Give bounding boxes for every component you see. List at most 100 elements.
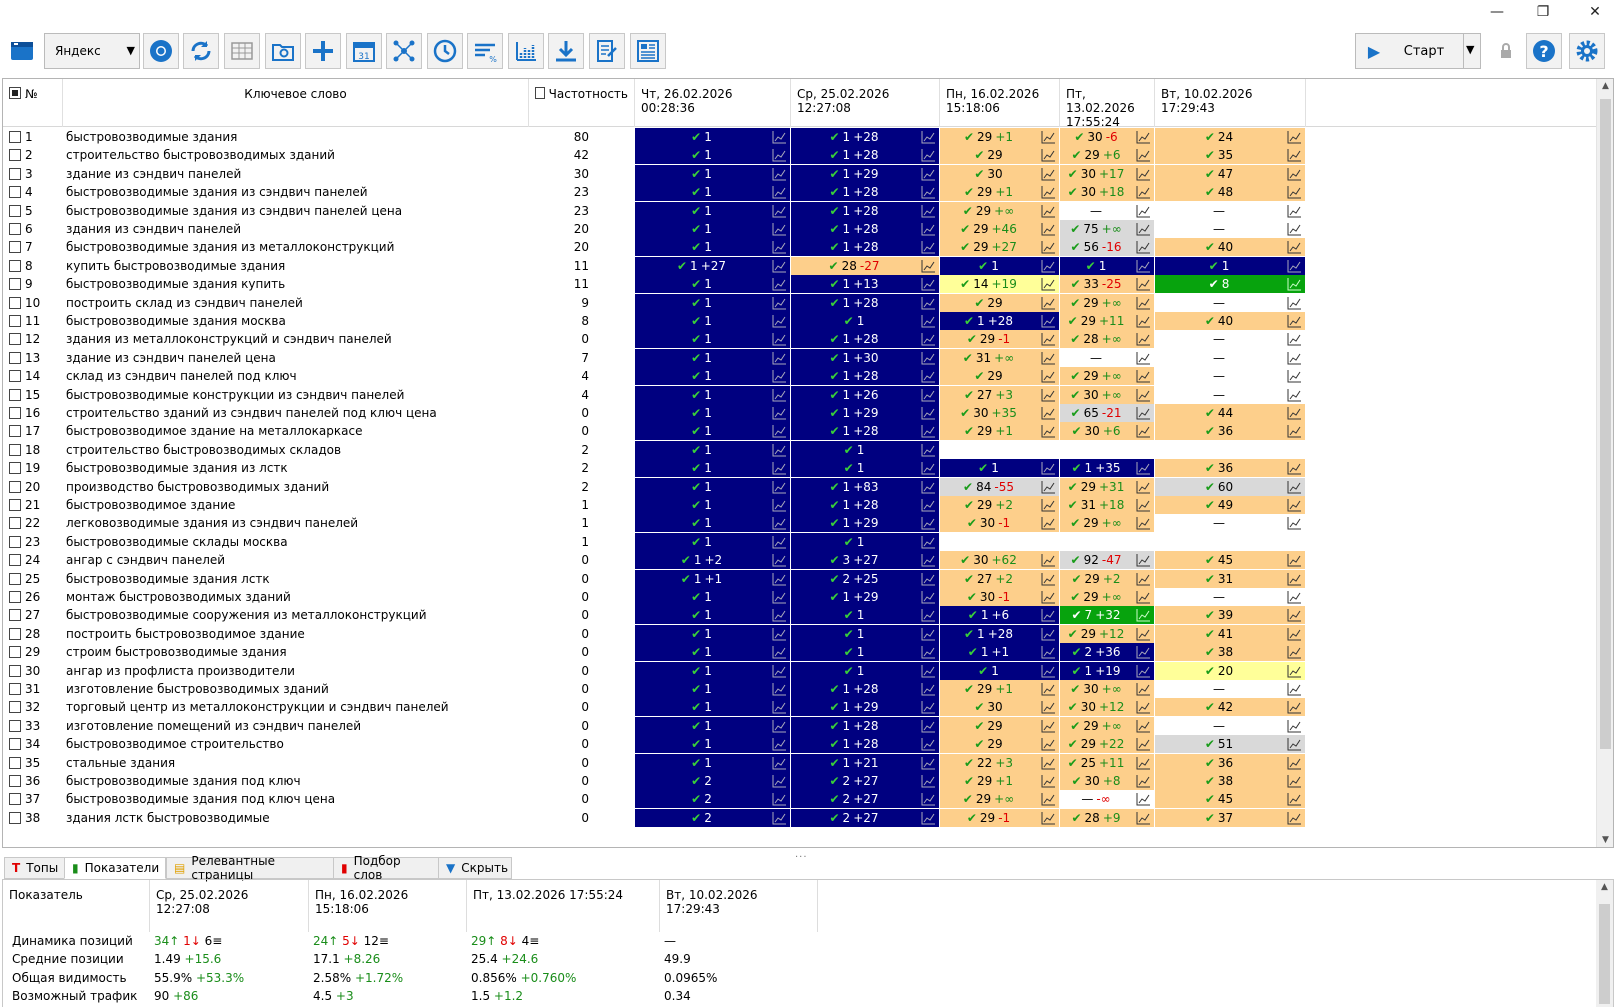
table-row[interactable]: 25 быстровозводимые здания лстк 0 ✔ 1 +1 ✔ 2 +25… xyxy=(3,569,1598,589)
table-row[interactable]: 29 строим быстровозводимые здания 0 ✔ 1 ✔ 1 ✔ 1 +… xyxy=(3,643,1598,663)
chart-icon[interactable] xyxy=(1136,277,1151,291)
help-icon[interactable]: ? xyxy=(1526,33,1562,69)
position-cell[interactable] xyxy=(1060,440,1154,460)
row-num-cell[interactable]: 17 xyxy=(9,422,63,441)
row-checkbox[interactable] xyxy=(9,664,21,677)
table-row[interactable]: 13 здание из сэндвич панелей цена 7 ✔ 1 ✔ 1 +30… xyxy=(3,348,1598,368)
chart-icon[interactable] xyxy=(772,148,787,162)
row-num-cell[interactable]: 26 xyxy=(9,588,63,607)
chart-icon[interactable] xyxy=(772,259,787,273)
export-icon[interactable] xyxy=(589,33,625,69)
chart-icon[interactable] xyxy=(1136,516,1151,530)
position-cell[interactable]: ✔ 1 xyxy=(635,643,790,663)
row-num-cell[interactable]: 29 xyxy=(9,643,63,662)
position-cell[interactable]: ✔ 29 +2 xyxy=(940,496,1059,515)
chart-icon[interactable] xyxy=(772,369,787,383)
position-cell[interactable]: ✔ 29 +∞ xyxy=(1060,293,1154,313)
position-cell[interactable]: ✔ 44 xyxy=(1155,404,1305,423)
position-cell[interactable]: ✔ 29 +∞ xyxy=(1060,588,1154,607)
table-row[interactable]: 20 производство быстровозводимых зданий 2 ✔… xyxy=(3,477,1598,497)
row-num-cell[interactable]: 5 xyxy=(9,202,63,221)
chart-icon[interactable] xyxy=(1287,590,1302,604)
chart-icon[interactable] xyxy=(1041,277,1056,291)
chart-icon[interactable] xyxy=(1287,369,1302,383)
row-checkbox[interactable] xyxy=(9,370,21,383)
row-num-cell[interactable]: 7 xyxy=(9,238,63,257)
chart-icon[interactable] xyxy=(1041,608,1056,622)
chart-icon[interactable] xyxy=(1287,185,1302,199)
vertical-scrollbar[interactable]: ▲ ▼ xyxy=(1596,79,1613,847)
row-checkbox[interactable] xyxy=(9,167,21,180)
position-cell[interactable]: ✔ 1 +1 xyxy=(940,643,1059,663)
position-cell[interactable]: ✔ 1 xyxy=(940,459,1059,479)
chart-icon[interactable] xyxy=(921,498,936,512)
position-cell[interactable]: ✔ 47 xyxy=(1155,164,1305,184)
chart-icon[interactable] xyxy=(1136,682,1151,696)
row-checkbox[interactable] xyxy=(9,609,21,622)
chart-icon[interactable] xyxy=(1136,167,1151,181)
chart-icon[interactable] xyxy=(1041,388,1056,402)
position-cell[interactable]: — xyxy=(1155,716,1305,736)
position-cell[interactable]: ✔ 1 +28 xyxy=(791,735,939,755)
chart-icon[interactable] xyxy=(772,700,787,714)
chart-icon[interactable] xyxy=(772,461,787,475)
chart-icon[interactable] xyxy=(1041,480,1056,494)
position-cell[interactable]: ✔ 29 +1 xyxy=(940,128,1059,147)
chart-icon[interactable] xyxy=(1287,240,1302,254)
chart-icon[interactable] xyxy=(921,406,936,420)
select-all-checkbox[interactable] xyxy=(9,87,21,99)
chart-icon[interactable] xyxy=(1041,792,1056,806)
position-cell[interactable]: ✔ 1 xyxy=(635,716,790,736)
scroll-down-icon[interactable]: ▼ xyxy=(1602,835,1609,845)
chart-icon[interactable] xyxy=(772,811,787,825)
row-num-cell[interactable]: 38 xyxy=(9,809,63,828)
chart-icon[interactable] xyxy=(1287,608,1302,622)
position-cell[interactable]: ✔ 35 xyxy=(1155,146,1305,166)
table-row[interactable]: 2 строительство быстровозводимых зданий 42… xyxy=(3,146,1598,166)
position-cell[interactable]: ✔ 1 +6 xyxy=(940,606,1059,626)
table-row[interactable]: 10 построить склад из сэндвич панелей 9 ✔ 1 ✔… xyxy=(3,293,1598,313)
position-cell[interactable]: ✔ 27 +2 xyxy=(940,569,1059,589)
chart-icon[interactable] xyxy=(921,774,936,788)
position-cell[interactable]: ✔ 60 xyxy=(1155,477,1305,497)
chart-icon[interactable] xyxy=(772,443,787,457)
chart-icon[interactable] xyxy=(772,627,787,641)
position-cell[interactable]: ✔ 1 xyxy=(635,238,790,258)
download-icon[interactable] xyxy=(548,33,584,69)
position-cell[interactable]: ✔ 27 +3 xyxy=(940,385,1059,405)
chart-icon[interactable] xyxy=(772,204,787,218)
report-icon[interactable] xyxy=(630,33,666,69)
table-row[interactable]: 32 торговый центр из металлоконструкции и… xyxy=(3,698,1598,718)
row-num-cell[interactable]: 35 xyxy=(9,754,63,773)
chart-icon[interactable] xyxy=(921,296,936,310)
position-cell[interactable]: ✔ 29 +1 xyxy=(940,772,1059,791)
position-cell[interactable]: ✔ 25 +11 xyxy=(1060,753,1154,773)
chart-icon[interactable] xyxy=(1136,700,1151,714)
close-icon[interactable]: ✕ xyxy=(1589,4,1601,20)
position-cell[interactable]: ✔ 42 xyxy=(1155,698,1305,718)
position-cell[interactable]: ✔ 1 +28 xyxy=(791,680,939,699)
chart-icon[interactable] xyxy=(1136,388,1151,402)
chart-icon[interactable] xyxy=(1136,240,1151,254)
chart-icon[interactable] xyxy=(921,480,936,494)
position-cell[interactable]: ✔ 29 +∞ xyxy=(1060,716,1154,736)
table-row[interactable]: 24 ангар с сэндвич панелей 0 ✔ 1 +2 ✔ 3 +27 ✔ 30 +6… xyxy=(3,551,1598,571)
chart-icon[interactable] xyxy=(1041,296,1056,310)
row-checkbox[interactable] xyxy=(9,443,21,456)
position-cell[interactable]: ✔ 1 +28 xyxy=(940,312,1059,331)
position-cell[interactable]: ✔ 1 xyxy=(635,164,790,184)
chart-icon[interactable] xyxy=(921,627,936,641)
row-checkbox[interactable] xyxy=(9,554,21,567)
chart-icon[interactable] xyxy=(1287,682,1302,696)
position-cell[interactable]: ✔ 45 xyxy=(1155,790,1305,810)
position-cell[interactable]: ✔ 2 +25 xyxy=(791,569,939,589)
lock-icon[interactable] xyxy=(1488,33,1524,69)
table-row[interactable]: 17 быстровозводимое здание на металлокарк… xyxy=(3,422,1598,442)
position-cell[interactable]: ✔ 1 xyxy=(791,661,939,681)
position-cell[interactable]: ✔ 30 -1 xyxy=(940,588,1059,607)
position-cell[interactable]: ✔ 29 +1 xyxy=(940,680,1059,699)
position-cell[interactable]: ✔ 2 xyxy=(635,808,790,828)
chart-icon[interactable] xyxy=(1041,204,1056,218)
position-cell[interactable]: ✔ 1 xyxy=(635,440,790,460)
tab-tops[interactable]: T Топы xyxy=(4,857,65,879)
